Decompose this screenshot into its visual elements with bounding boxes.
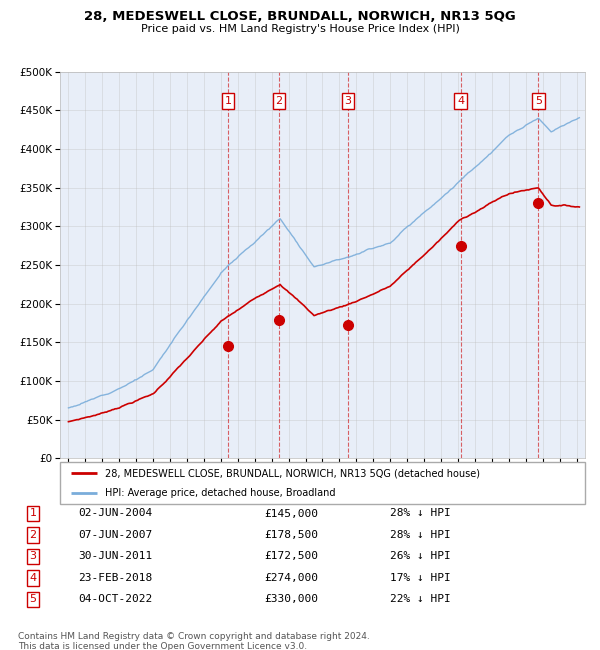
Text: 3: 3 [344, 96, 352, 106]
Text: 4: 4 [457, 96, 464, 106]
Text: 2: 2 [275, 96, 283, 106]
Text: 04-OCT-2022: 04-OCT-2022 [78, 594, 152, 604]
Text: 23-FEB-2018: 23-FEB-2018 [78, 573, 152, 583]
Text: 02-JUN-2004: 02-JUN-2004 [78, 508, 152, 519]
Text: 1: 1 [29, 508, 37, 519]
Text: 28% ↓ HPI: 28% ↓ HPI [390, 508, 451, 519]
Text: £330,000: £330,000 [264, 594, 318, 604]
Text: 2: 2 [29, 530, 37, 540]
Text: £178,500: £178,500 [264, 530, 318, 540]
FancyBboxPatch shape [60, 462, 585, 504]
Text: 4: 4 [29, 573, 37, 583]
Text: 5: 5 [29, 594, 37, 604]
Text: 17% ↓ HPI: 17% ↓ HPI [390, 573, 451, 583]
Text: 26% ↓ HPI: 26% ↓ HPI [390, 551, 451, 562]
Text: This data is licensed under the Open Government Licence v3.0.: This data is licensed under the Open Gov… [18, 642, 307, 650]
Text: 3: 3 [29, 551, 37, 562]
Text: 28% ↓ HPI: 28% ↓ HPI [390, 530, 451, 540]
Text: Contains HM Land Registry data © Crown copyright and database right 2024.: Contains HM Land Registry data © Crown c… [18, 632, 370, 641]
Text: Price paid vs. HM Land Registry's House Price Index (HPI): Price paid vs. HM Land Registry's House … [140, 24, 460, 34]
Text: 28, MEDESWELL CLOSE, BRUNDALL, NORWICH, NR13 5QG: 28, MEDESWELL CLOSE, BRUNDALL, NORWICH, … [84, 10, 516, 23]
Text: 1: 1 [224, 96, 232, 106]
Text: £172,500: £172,500 [264, 551, 318, 562]
Text: HPI: Average price, detached house, Broadland: HPI: Average price, detached house, Broa… [104, 488, 335, 498]
Text: 07-JUN-2007: 07-JUN-2007 [78, 530, 152, 540]
Text: 22% ↓ HPI: 22% ↓ HPI [390, 594, 451, 604]
Text: £145,000: £145,000 [264, 508, 318, 519]
Text: £274,000: £274,000 [264, 573, 318, 583]
Text: 5: 5 [535, 96, 542, 106]
Text: 28, MEDESWELL CLOSE, BRUNDALL, NORWICH, NR13 5QG (detached house): 28, MEDESWELL CLOSE, BRUNDALL, NORWICH, … [104, 469, 479, 478]
Text: 30-JUN-2011: 30-JUN-2011 [78, 551, 152, 562]
